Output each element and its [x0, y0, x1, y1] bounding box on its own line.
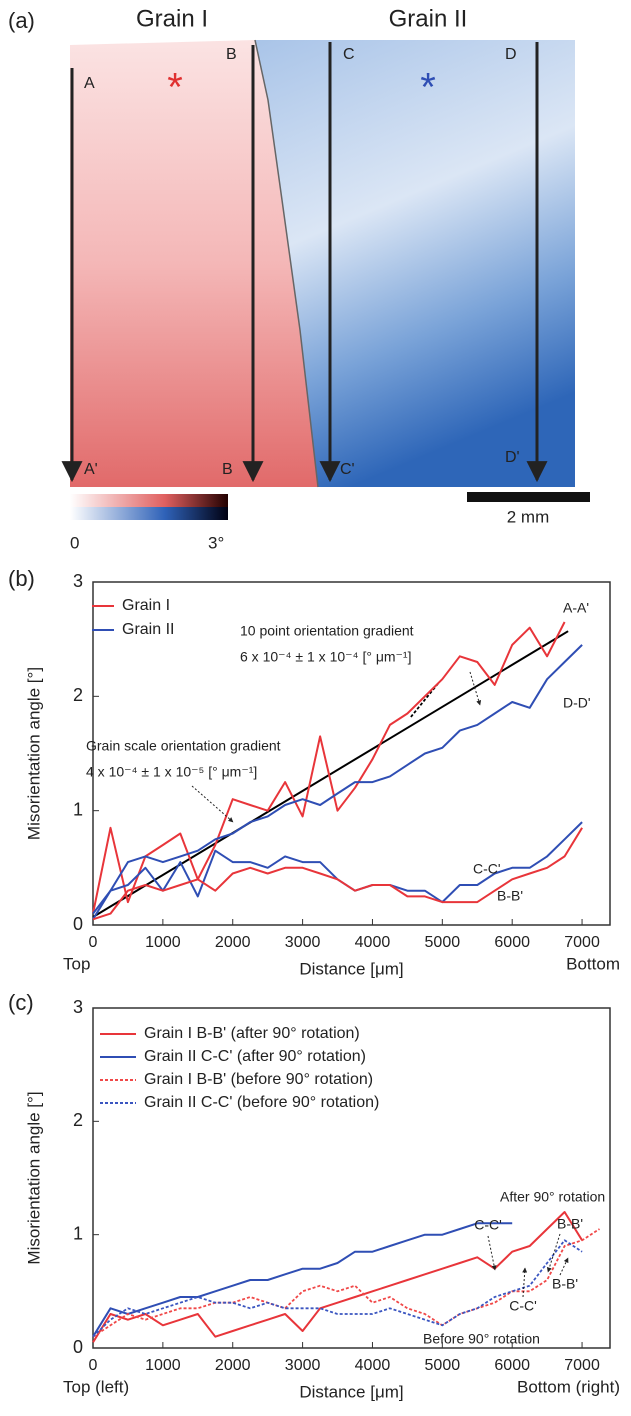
- x-tick-label: 3000: [285, 1357, 321, 1374]
- panel-label: (c): [8, 990, 34, 1015]
- x-tick-label: 5000: [425, 934, 461, 951]
- grain-label: Grain I: [136, 5, 208, 32]
- y-axis-label: Misorientation angle [°]: [24, 1091, 43, 1264]
- y-tick-label: 1: [73, 1223, 83, 1243]
- legend-label: Grain I B-B' (before 90° rotation): [144, 1071, 373, 1088]
- x-tick-label: 1000: [145, 1357, 181, 1374]
- annotation: After 90° rotation: [500, 1189, 605, 1205]
- series-line: [93, 822, 582, 919]
- x-end-label: Bottom: [566, 954, 620, 973]
- series-line: [93, 1229, 600, 1337]
- colorbar-label: 3°: [208, 533, 224, 552]
- scale-label: 2 mm: [507, 507, 550, 526]
- x-tick-label: 0: [89, 1357, 98, 1374]
- y-tick-label: 1: [73, 799, 83, 819]
- x-tick-label: 3000: [285, 934, 321, 951]
- section-label: C': [340, 461, 355, 478]
- x-tick-label: 2000: [215, 1357, 251, 1374]
- y-tick-label: 3: [73, 571, 83, 591]
- section-label: B: [222, 461, 233, 478]
- legend-label: Grain II: [122, 621, 174, 638]
- section-label: A': [84, 461, 98, 478]
- colorbar-red: [70, 494, 228, 507]
- annotation-arrow: [548, 1234, 560, 1272]
- star: *: [167, 66, 183, 110]
- series-label: B-B': [497, 888, 523, 904]
- grain-label: Grain II: [389, 5, 468, 32]
- section-label: D: [505, 46, 517, 63]
- legend-label: Grain I B-B' (after 90° rotation): [144, 1025, 360, 1042]
- x-tick-label: 4000: [355, 934, 391, 951]
- y-axis-label: Misorientation angle [°]: [24, 667, 43, 840]
- x-end-label: Top: [63, 954, 90, 973]
- y-tick-label: 3: [73, 997, 83, 1017]
- x-tick-label: 2000: [215, 934, 251, 951]
- x-tick-label: 4000: [355, 1357, 391, 1374]
- series-label: C-C': [473, 861, 501, 877]
- series-label: D-D': [563, 695, 591, 711]
- y-tick-label: 2: [73, 685, 83, 705]
- panel-a: (a) Grain I Grain II A A' B B C C' D D' …: [8, 5, 590, 552]
- annotation: C-C': [474, 1217, 502, 1233]
- annotation: 6 x 10⁻⁴ ± 1 x 10⁻⁴ [° μm⁻¹]: [240, 649, 412, 665]
- panel-label: (a): [8, 8, 35, 33]
- section-label: A: [84, 75, 95, 92]
- section-label: C: [343, 46, 355, 63]
- y-tick-label: 0: [73, 914, 83, 934]
- section-label: D': [505, 449, 520, 466]
- legend-label: Grain I: [122, 597, 170, 614]
- x-tick-label: 0: [89, 934, 98, 951]
- figure: (a) Grain I Grain II A A' B B C C' D D' …: [0, 0, 631, 1416]
- annotation: Grain scale orientation gradient: [86, 738, 281, 754]
- x-tick-label: 7000: [564, 934, 600, 951]
- annotation: B-B': [557, 1216, 583, 1232]
- annotation: 4 x 10⁻⁴ ± 1 x 10⁻⁵ [° μm⁻¹]: [86, 764, 257, 780]
- x-tick-label: 6000: [494, 1357, 530, 1374]
- panel-label: (b): [8, 566, 35, 591]
- x-end-label: Top (left): [63, 1377, 129, 1396]
- y-tick-label: 2: [73, 1110, 83, 1130]
- annotation-arrow: [523, 1268, 525, 1297]
- star: *: [420, 66, 436, 110]
- annotation: 10 point orientation gradient: [240, 623, 414, 639]
- scale-bar: [467, 492, 590, 502]
- colorbar-blue: [70, 507, 228, 520]
- series-line: [93, 1212, 582, 1342]
- x-axis-label: Distance [μm]: [299, 959, 403, 978]
- x-tick-label: 5000: [425, 1357, 461, 1374]
- x-end-label: Bottom (right): [517, 1377, 620, 1396]
- x-tick-label: 7000: [564, 1357, 600, 1374]
- x-tick-label: 6000: [494, 934, 530, 951]
- annotation: C-C': [509, 1298, 537, 1314]
- annotation: Before 90° rotation: [423, 1331, 540, 1347]
- annotation: B-B': [552, 1276, 578, 1292]
- y-tick-label: 0: [73, 1337, 83, 1357]
- legend-label: Grain II C-C' (after 90° rotation): [144, 1048, 366, 1065]
- annotation-arrow: [560, 1258, 568, 1275]
- x-axis-label: Distance [μm]: [299, 1382, 403, 1401]
- legend-label: Grain II C-C' (before 90° rotation): [144, 1094, 379, 1111]
- series-label: A-A': [563, 600, 589, 616]
- section-label: B: [226, 46, 237, 63]
- colorbar-label: 0: [70, 533, 79, 552]
- x-tick-label: 1000: [145, 934, 181, 951]
